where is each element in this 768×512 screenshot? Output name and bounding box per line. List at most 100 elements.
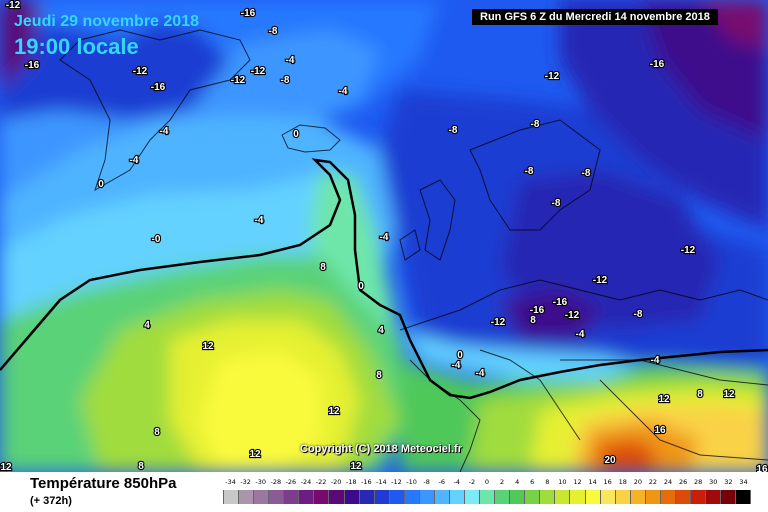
- color-scale-label: 0: [484, 478, 490, 486]
- color-scale-swatch: [585, 490, 601, 504]
- color-scale-swatch: [465, 490, 481, 504]
- color-scale-swatch: [721, 490, 737, 504]
- isotherm-label: -12: [545, 71, 560, 82]
- color-scale-swatch: [510, 490, 526, 504]
- copyright-notice: Copyright (C) 2018 Meteociel.fr: [300, 443, 462, 455]
- coastlines: [59, 29, 768, 472]
- color-scale-swatch: [600, 490, 616, 504]
- isotherm-label: -16: [241, 8, 256, 19]
- color-scale-swatch: [374, 490, 390, 504]
- color-scale-label: 10: [558, 478, 567, 486]
- color-scale-label: -24: [300, 478, 312, 486]
- color-scale-label: 26: [678, 478, 688, 486]
- isotherm-label: 4: [144, 320, 150, 331]
- color-scale-label: 14: [588, 478, 597, 486]
- color-scale-label: -20: [330, 478, 342, 486]
- color-scale-label: 32: [724, 478, 733, 486]
- isotherm-label: 8: [320, 262, 326, 273]
- isotherm-label: -12: [6, 0, 21, 11]
- isotherm-label: 8: [697, 389, 703, 400]
- color-scale-label: 12: [573, 478, 582, 486]
- isotherm-label: -4: [286, 55, 295, 66]
- color-scale-swatch: [615, 490, 631, 504]
- color-scale-swatch: [434, 490, 450, 504]
- isotherm-label: -12: [593, 275, 608, 286]
- color-scale-swatch: [223, 490, 240, 504]
- isotherm-label: -8: [634, 309, 643, 320]
- color-scale-swatch: [254, 490, 270, 504]
- color-scale-label: -30: [255, 478, 267, 486]
- color-scale-swatch: [736, 490, 752, 504]
- color-scale-swatch: [239, 490, 255, 504]
- isotherm-label: -8: [582, 168, 591, 179]
- color-scale-label: -4: [453, 478, 461, 486]
- color-scale-swatch: [645, 490, 661, 504]
- color-scale-swatch: [284, 490, 300, 504]
- temperature-map: -12 -16 -8 -16 -12 -16 -12 -12 -4 -8 -4 -12 -16 -4 -4 0…: [0, 0, 768, 472]
- isotherm-label: -12: [231, 75, 246, 86]
- color-scale-swatch: [449, 490, 465, 504]
- color-scale-label: -26: [285, 478, 297, 486]
- isotherm-label: -8: [552, 198, 561, 209]
- color-scale-swatch: [314, 490, 330, 504]
- lead-time: (+ 372h): [30, 495, 72, 507]
- color-scale-label: -18: [345, 478, 357, 486]
- color-scale-label: 30: [709, 478, 718, 486]
- color-scale-swatch: [570, 490, 586, 504]
- color-scale-label: 2: [500, 478, 505, 486]
- isotherm-label: 12: [328, 406, 340, 417]
- isotherm-label: 12: [0, 462, 12, 472]
- color-scale-label: -16: [361, 478, 372, 486]
- color-scale-labels: -34 -32 -30 -28 -26 -24 -22 -20 -18 -16 -14 -12 -10-…: [223, 478, 751, 489]
- isotherm-label: -12: [251, 66, 266, 77]
- isotherm-label: -4: [452, 360, 461, 371]
- color-scale-label: 34: [739, 478, 748, 486]
- isotherm-label: 8: [530, 315, 536, 326]
- color-scale-swatch: [690, 490, 706, 504]
- isotherm-label: -16: [25, 60, 40, 71]
- color-scale-label: 22: [648, 478, 658, 486]
- color-scale-label: 8: [545, 478, 550, 486]
- isotherm-label: -12: [133, 66, 148, 77]
- color-scale-label: -34: [225, 478, 236, 486]
- variable-title: Température 850hPa: [30, 475, 177, 492]
- color-scale-label: -6: [438, 478, 445, 486]
- isotherm-label: -0: [152, 234, 161, 245]
- isotherm-label: -8: [281, 75, 290, 86]
- color-scale-label: 18: [618, 478, 627, 486]
- map-canvas: -12-16-8-16-12-16-12-12-4-8-4-12-16-4-40…: [0, 0, 768, 472]
- valid-time: 19:00 locale: [14, 34, 139, 59]
- color-scale-label: -12: [391, 478, 402, 486]
- color-scale-label: 6: [530, 478, 535, 486]
- isotherm-label: 8: [376, 370, 382, 381]
- color-scale-label: -32: [240, 478, 251, 486]
- isotherm-label: 12: [658, 394, 670, 405]
- isotherm-label: 4: [378, 325, 384, 336]
- isotherm-label: -16: [650, 59, 665, 70]
- isotherm-label: -12: [565, 310, 580, 321]
- color-scale-swatch: [419, 490, 435, 504]
- color-scale-label: 16: [603, 478, 612, 486]
- isotherm-label: -8: [531, 119, 540, 130]
- color-scale-swatch: [706, 490, 722, 504]
- isotherm-label: -4: [476, 368, 485, 379]
- isotherm-labels: -12-16-8-16-12-16-12-12-4-8-4-12-16-4-40…: [0, 0, 768, 472]
- isotherm-label: 0: [457, 350, 463, 361]
- model-run-label: Run GFS 6 Z du Mercredi 14 novembre 2018: [472, 9, 718, 25]
- isotherm-label: -4: [255, 215, 264, 226]
- color-scale-swatch: [299, 490, 315, 504]
- isotherm-label: -4: [160, 126, 169, 137]
- color-scale-label: -22: [315, 478, 327, 486]
- color-scale-swatch: [525, 490, 541, 504]
- isotherm-label: -4: [339, 86, 348, 97]
- color-scale: -34 -32 -30 -28 -26 -24 -22 -20 -18 -16 -14 -12 -10-…: [223, 478, 752, 510]
- color-scale-swatch: [404, 490, 420, 504]
- color-scale-swatch: [329, 490, 345, 504]
- color-scale-label: -14: [376, 478, 387, 486]
- isotherm-label: -4: [576, 329, 585, 340]
- isotherm-label: -12: [491, 317, 506, 328]
- color-scale-swatch: [540, 490, 556, 504]
- isotherm-label: 8: [138, 461, 144, 472]
- isotherm-label: -8: [269, 26, 278, 37]
- color-scale-swatch: [480, 490, 496, 504]
